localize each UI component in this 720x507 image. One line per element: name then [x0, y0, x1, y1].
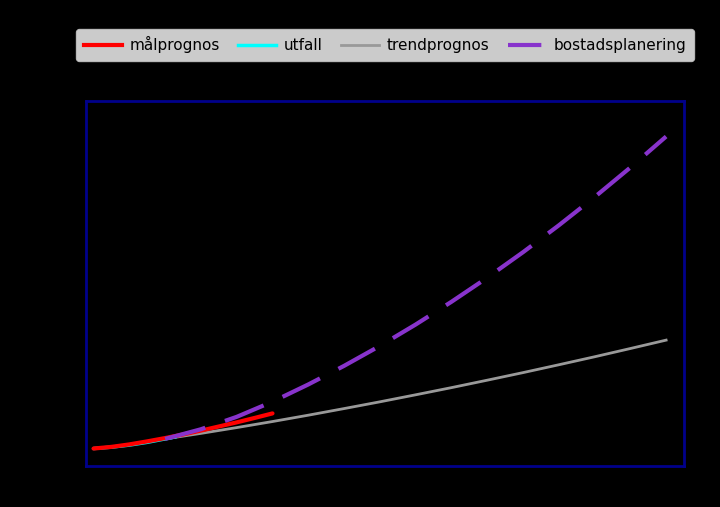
Legend: målprognos, utfall, trendprognos, bostadsplanering: målprognos, utfall, trendprognos, bostad…	[76, 29, 694, 61]
